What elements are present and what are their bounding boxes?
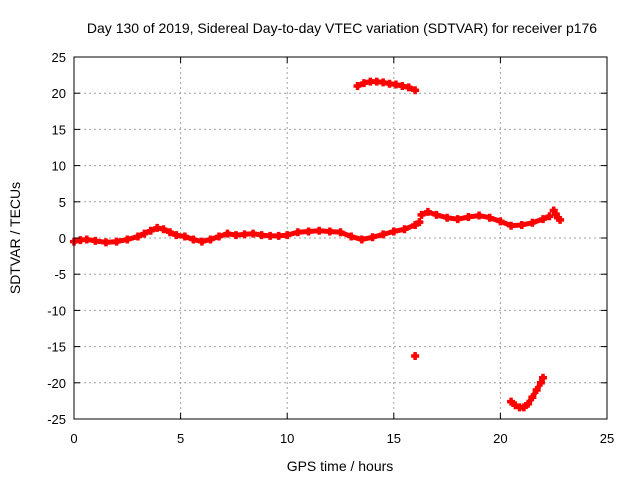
series-trace <box>551 207 563 223</box>
x-tick-label: 10 <box>280 431 294 446</box>
series-group <box>353 77 420 95</box>
y-tick-label: -25 <box>47 412 66 427</box>
plot-frame <box>73 56 608 420</box>
axis-ticks: 0 5 10 15 20 25 25 20 15 10 5 0 -5 -10 -15 -20 -25 <box>47 50 614 446</box>
y-tick-label: -10 <box>47 303 66 318</box>
series-trace <box>419 209 552 229</box>
x-tick-label: 15 <box>387 431 401 446</box>
y-tick-label: 5 <box>59 195 66 210</box>
x-tick-label: 5 <box>177 431 184 446</box>
series-group <box>417 207 554 230</box>
x-tick-label: 0 <box>70 431 77 446</box>
x-axis-label: GPS time / hours <box>287 458 394 474</box>
y-tick-label: 10 <box>52 159 66 174</box>
series-trace <box>355 79 418 93</box>
series-group <box>507 373 548 412</box>
y-tick-label: 15 <box>52 122 66 137</box>
y-tick-label: 25 <box>52 50 66 65</box>
series-group <box>411 352 420 361</box>
x-tick-label: 20 <box>493 431 507 446</box>
series-group <box>70 218 424 247</box>
y-tick-label: -20 <box>47 376 66 391</box>
chart-title: Day 130 of 2019, Sidereal Day-to-day VTE… <box>87 20 597 36</box>
x-tick-label: 25 <box>600 431 614 446</box>
series-trace <box>71 219 422 245</box>
y-tick-label: -5 <box>54 267 66 282</box>
y-tick-label: 20 <box>52 86 66 101</box>
data-point <box>411 352 420 361</box>
y-tick-label: -15 <box>47 340 66 355</box>
y-axis-label: SDTVAR / TECUs <box>7 182 23 294</box>
series-group <box>549 206 565 224</box>
y-tick-label: 0 <box>59 231 66 246</box>
data-points <box>70 77 565 412</box>
series-trace <box>508 375 546 410</box>
